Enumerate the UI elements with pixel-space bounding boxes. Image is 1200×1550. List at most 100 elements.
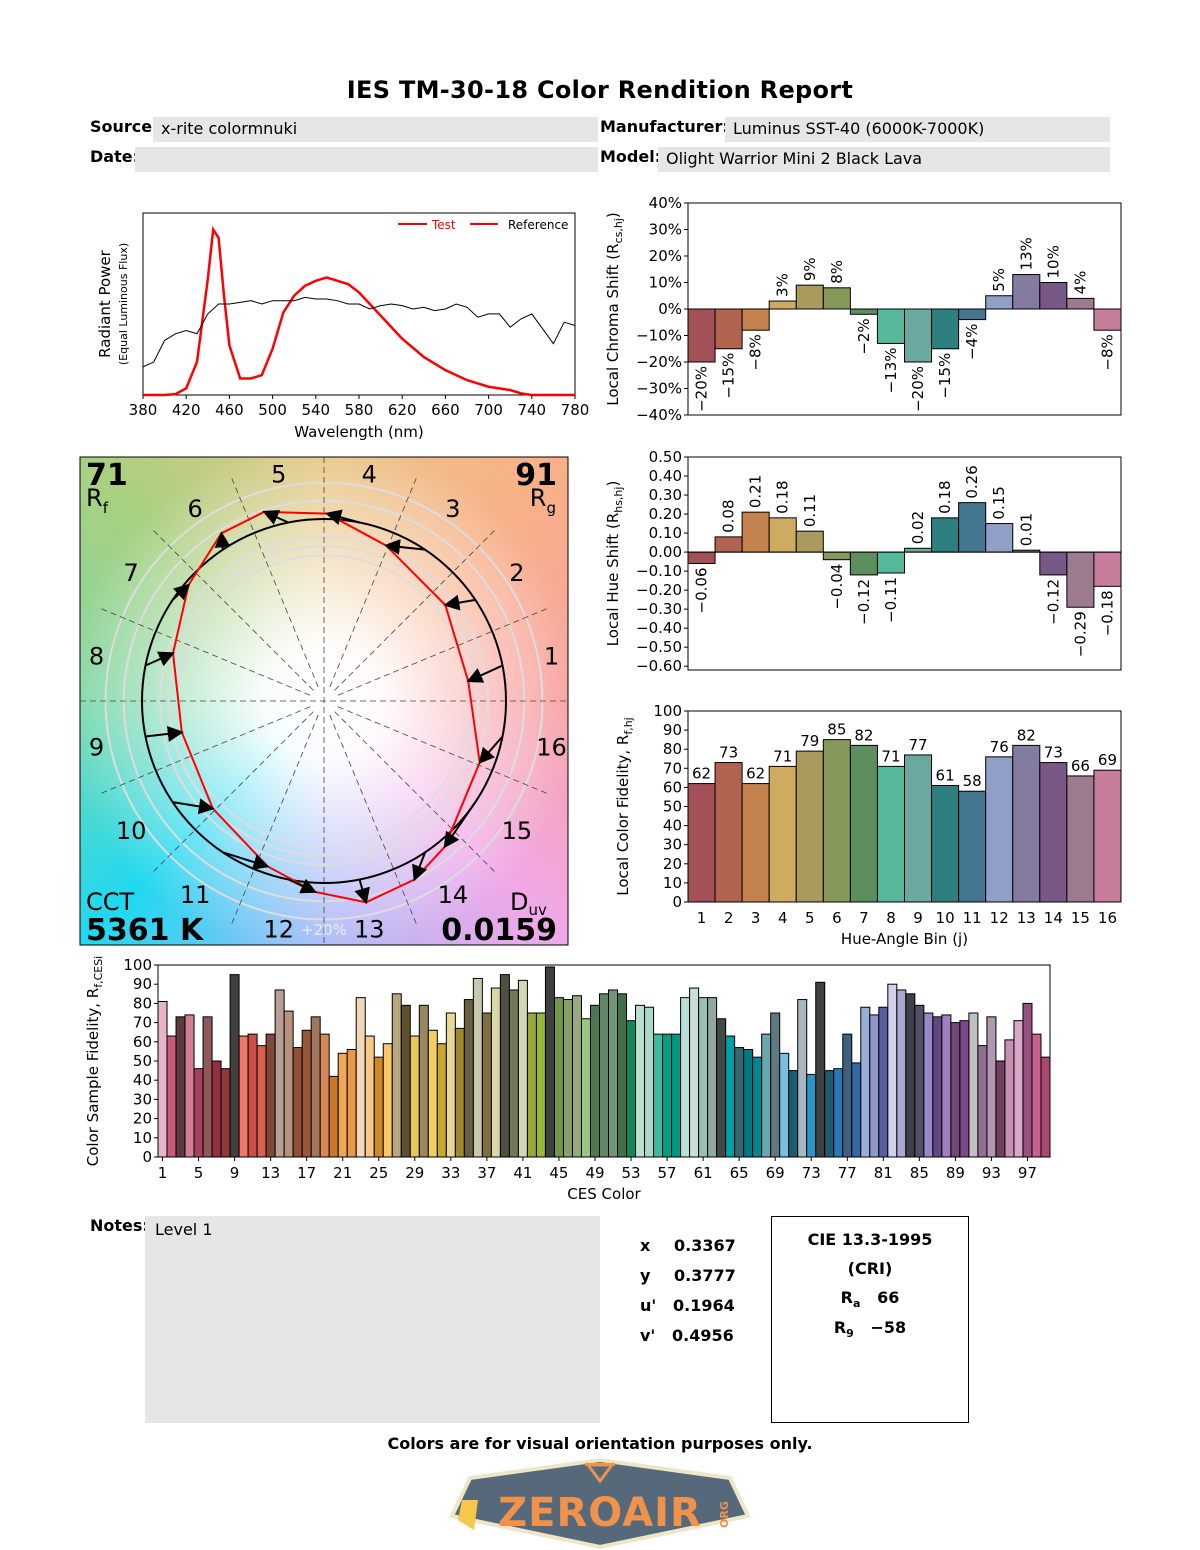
chroma-bar xyxy=(768,300,797,310)
y-tick-label: 40 xyxy=(133,1071,152,1089)
x-tick-label: 93 xyxy=(982,1164,1001,1182)
ces-bar xyxy=(995,1060,1006,1158)
ces-bar xyxy=(382,1043,393,1158)
x-tick-label: 33 xyxy=(441,1164,460,1182)
fidelity-bar-label: 73 xyxy=(719,744,738,762)
chroma-bar xyxy=(1039,282,1068,310)
ces-bar xyxy=(986,1016,997,1158)
y-tick-label: 100 xyxy=(123,956,152,974)
chroma-bar xyxy=(876,308,905,344)
ces-bar xyxy=(427,1029,438,1158)
ces-bar xyxy=(824,1070,835,1158)
fidelity-bar-label: 62 xyxy=(692,765,711,783)
ces-bar xyxy=(490,987,501,1158)
chroma-bar-label: 9% xyxy=(801,257,819,281)
ring-scale-label: +20% xyxy=(301,921,347,939)
duv-label-text: D xyxy=(510,888,528,916)
v-prime-label: v' xyxy=(640,1326,656,1345)
hue-bar-label: −0.12 xyxy=(1044,579,1062,625)
y-axis-label-sub: hs,hj xyxy=(612,487,625,513)
y-tick-label: 90 xyxy=(133,975,152,993)
y-axis-label-sub: cs,hj xyxy=(612,218,625,243)
fidelity-bar-label: 58 xyxy=(963,772,982,790)
bin-boundary xyxy=(334,711,498,875)
ces-bar xyxy=(752,1056,763,1158)
y-tick-label: 60 xyxy=(133,1033,152,1051)
x-tick-label: 620 xyxy=(388,401,417,419)
bin-label: 14 xyxy=(438,881,469,909)
y-tick-label: −0.10 xyxy=(636,562,682,580)
ces-bar xyxy=(941,1014,952,1158)
fidelity-bar xyxy=(931,784,960,903)
y-tick-label: 0.00 xyxy=(649,543,682,561)
fidelity-bar-label: 61 xyxy=(936,766,955,784)
ces-bar xyxy=(914,1004,925,1158)
chroma-bar xyxy=(1066,297,1095,310)
chroma-bar xyxy=(1093,308,1122,331)
ces-bar xyxy=(1004,1039,1015,1158)
hue-bar-label: 0.01 xyxy=(1017,513,1035,546)
hue-bar xyxy=(931,517,960,553)
logo-ray xyxy=(458,1500,478,1530)
ces-bar xyxy=(887,983,898,1158)
hue-bar xyxy=(687,551,716,565)
fidelity-bar-label: 76 xyxy=(990,738,1009,756)
ra-sub: a xyxy=(852,1297,861,1311)
hue-bar-label: −0.11 xyxy=(882,577,900,623)
shift-arrow xyxy=(354,879,370,905)
ces-bar xyxy=(761,1033,772,1158)
fidelity-bar-label: 71 xyxy=(881,747,900,765)
logo-badge xyxy=(449,1457,751,1550)
ces-bar xyxy=(716,1018,727,1158)
ces-bar xyxy=(535,1012,546,1158)
ra-value: 66 xyxy=(877,1288,900,1307)
y-tick-label: 30% xyxy=(649,221,682,239)
x-tick-label: 10 xyxy=(936,909,955,927)
ces-bar xyxy=(671,1033,682,1158)
chroma-bar-label: −20% xyxy=(909,366,927,412)
y-label: y xyxy=(640,1266,651,1285)
x-tick-label: 9 xyxy=(913,909,923,927)
x-tick-label: 460 xyxy=(215,401,244,419)
rf-value: 71 xyxy=(86,458,128,493)
y-tick-label: −30% xyxy=(636,380,682,398)
shift-arrow xyxy=(262,510,289,525)
fidelity-bar-label: 85 xyxy=(827,721,846,739)
duv-value: 0.0159 xyxy=(441,913,557,948)
hue-bar-label: 0.18 xyxy=(936,480,954,513)
u-prime-value: 0.1964 xyxy=(673,1296,735,1315)
y-tick-label: 40 xyxy=(663,817,682,835)
ces-bar xyxy=(851,1062,862,1158)
y-axis-label-text: Local Color Fidelity, R xyxy=(614,735,632,896)
ces-bar xyxy=(265,1033,276,1158)
ces-bar xyxy=(878,1006,889,1158)
ces-bar xyxy=(896,989,907,1158)
ces-bar xyxy=(247,1033,258,1158)
ces-bar xyxy=(959,1020,970,1158)
ces-bar xyxy=(238,1035,249,1158)
source-label: Source: xyxy=(90,117,159,136)
shift-arrow xyxy=(443,801,477,849)
x-tick-label: 380 xyxy=(129,401,158,419)
hue-bar xyxy=(849,551,878,576)
hue-bar xyxy=(1093,551,1122,587)
ces-bar xyxy=(571,995,582,1158)
chroma-ring xyxy=(168,545,480,857)
y-tick-label: 70 xyxy=(663,759,682,777)
cri-box: CIE 13.3-1995 (CRI) Ra 66 R9 −58 xyxy=(771,1216,969,1423)
ces-bar xyxy=(409,1035,420,1158)
chroma-bar-label: −4% xyxy=(963,324,981,360)
ces-bar xyxy=(932,1016,943,1158)
ces-bar xyxy=(229,974,240,1158)
x-tick-label: 500 xyxy=(258,401,287,419)
chroma-bar-label: 8% xyxy=(828,260,846,284)
y-tick-label: 50 xyxy=(663,798,682,816)
ces-bar xyxy=(608,989,619,1158)
chroma-bar-label: −8% xyxy=(1098,334,1116,370)
x-tick-label: 13 xyxy=(261,1164,280,1182)
rg-label: Rg xyxy=(530,484,556,517)
x-tick-label: 49 xyxy=(585,1164,604,1182)
ces-bar xyxy=(698,997,709,1158)
hue-chart: −0.06 0.08 0.21 0.18 0.11 −0.04 −0.12 −0.11 0.02… xyxy=(604,448,1122,675)
